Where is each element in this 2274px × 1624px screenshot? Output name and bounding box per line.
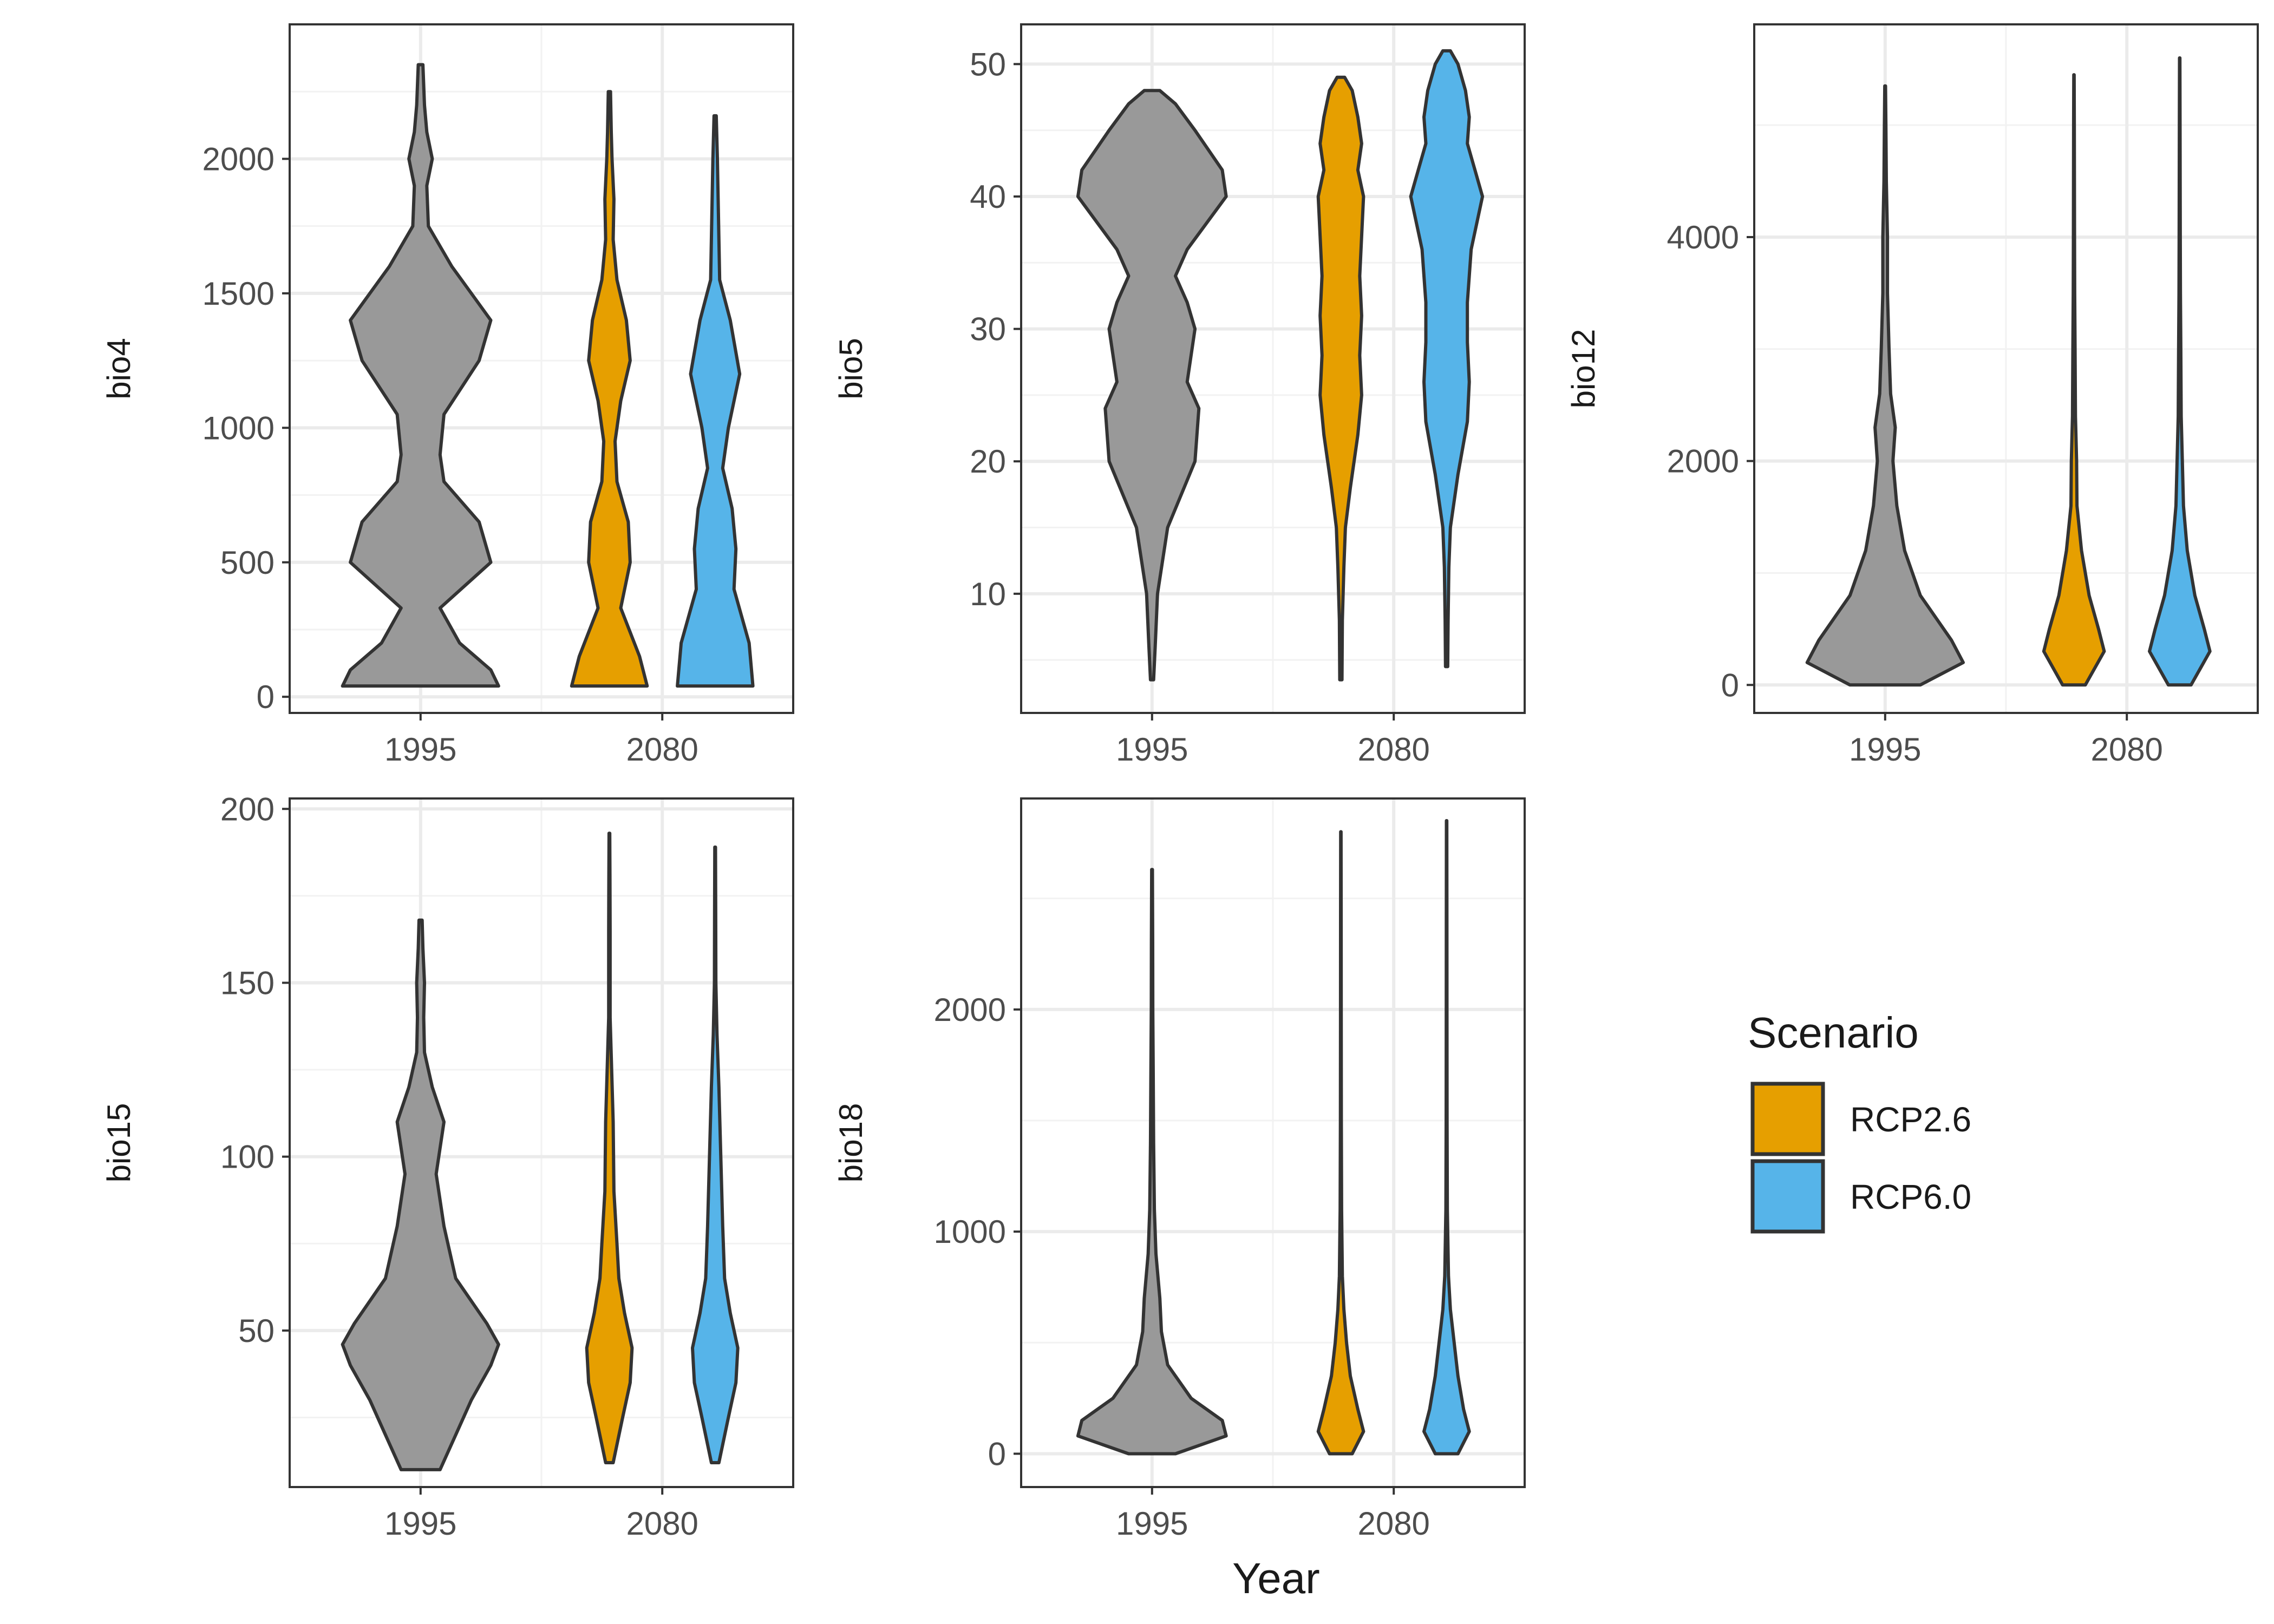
y-tick-label: 2000 <box>934 992 1006 1028</box>
y-axis-label: bio4 <box>101 338 137 399</box>
y-tick-label: 20 <box>970 443 1006 480</box>
legend-label-rcp60: RCP6.0 <box>1850 1177 1971 1216</box>
panel-bio4: 0 500 1000 1500 2000 1995 2080 bio4 <box>101 23 794 768</box>
y-axis-label: bio18 <box>833 1103 869 1183</box>
panel-border <box>1020 797 1526 1488</box>
legend-key-rcp60 <box>1750 1159 1825 1234</box>
legend: Scenario RCP2.6 RCP6.0 <box>1748 1009 1971 1234</box>
y-tick-label: 40 <box>970 179 1006 215</box>
y-tick-label: 100 <box>220 1139 275 1175</box>
y-tick-label: 30 <box>970 311 1006 348</box>
panel-bio18: 0 1000 2000 1995 2080 bio18 <box>833 797 1526 1542</box>
y-tick-label: 0 <box>257 679 275 715</box>
x-tick-label: 1995 <box>1849 731 1921 768</box>
violin-2080-RCP26 <box>1316 75 1365 682</box>
y-tick-label: 1000 <box>202 410 275 446</box>
panel-border <box>1753 23 2259 714</box>
legend-key-rcp26 <box>1750 1082 1825 1156</box>
y-axis-label: bio15 <box>101 1103 137 1183</box>
y-tick-label: 150 <box>220 965 275 1001</box>
violin-1995-baseline <box>1076 89 1228 682</box>
violin-1995-baseline <box>341 63 500 688</box>
panel-bio12: 0 2000 4000 1995 2080 bio12 <box>1565 23 2259 768</box>
x-tick-label: 2080 <box>626 1505 698 1542</box>
panel-border <box>1020 23 1526 714</box>
violin-2080-RCP60 <box>1422 819 1471 1456</box>
panel-bio5: 10 20 30 40 50 1995 2080 bio5 <box>833 23 1526 768</box>
x-tick-label: 2080 <box>1357 731 1429 768</box>
y-axis-label: bio5 <box>833 338 869 399</box>
violin-2080-RCP26 <box>570 90 649 688</box>
violin-1995-baseline <box>341 918 500 1471</box>
x-tick-label: 2080 <box>626 731 698 768</box>
panel-bio15: 50 100 150 200 1995 2080 bio15 <box>101 791 794 1542</box>
violin-2080-RCP60 <box>1409 49 1485 669</box>
panel-border <box>289 797 794 1488</box>
y-tick-label: 10 <box>970 576 1006 612</box>
violin-2080-RCP60 <box>676 114 755 688</box>
x-tick-label: 2080 <box>1357 1505 1429 1542</box>
violin-2080-RCP60 <box>2148 56 2212 687</box>
x-tick-label: 1995 <box>384 1505 456 1542</box>
y-tick-label: 0 <box>1721 667 1739 703</box>
y-tick-label: 200 <box>220 791 275 827</box>
x-tick-label: 1995 <box>384 731 456 768</box>
x-tick-label: 1995 <box>1116 731 1188 768</box>
x-tick-label: 1995 <box>1116 1505 1188 1542</box>
y-tick-label: 50 <box>238 1313 275 1349</box>
y-tick-label: 0 <box>988 1436 1006 1472</box>
violin-2080-RCP26 <box>2042 73 2106 687</box>
x-tick-label: 2080 <box>2090 731 2162 768</box>
violin-2080-RCP26 <box>1316 830 1365 1456</box>
violin-1995-baseline <box>1076 868 1228 1456</box>
panel-border <box>289 23 794 714</box>
y-tick-label: 4000 <box>1667 219 1739 256</box>
y-tick-label: 2000 <box>1667 443 1739 480</box>
y-axis-label: bio12 <box>1565 329 1602 409</box>
y-tick-label: 500 <box>220 545 275 581</box>
y-tick-label: 1000 <box>934 1214 1006 1250</box>
violin-1995-baseline <box>1805 84 1965 687</box>
y-tick-label: 2000 <box>202 141 275 177</box>
violin-2080-RCP60 <box>691 845 740 1464</box>
x-axis-title: Year <box>1232 1554 1320 1602</box>
legend-title: Scenario <box>1748 1009 1919 1057</box>
violin-2080-RCP26 <box>585 831 634 1464</box>
y-tick-label: 1500 <box>202 276 275 312</box>
y-tick-label: 50 <box>970 46 1006 82</box>
legend-label-rcp26: RCP2.6 <box>1850 1100 1971 1139</box>
